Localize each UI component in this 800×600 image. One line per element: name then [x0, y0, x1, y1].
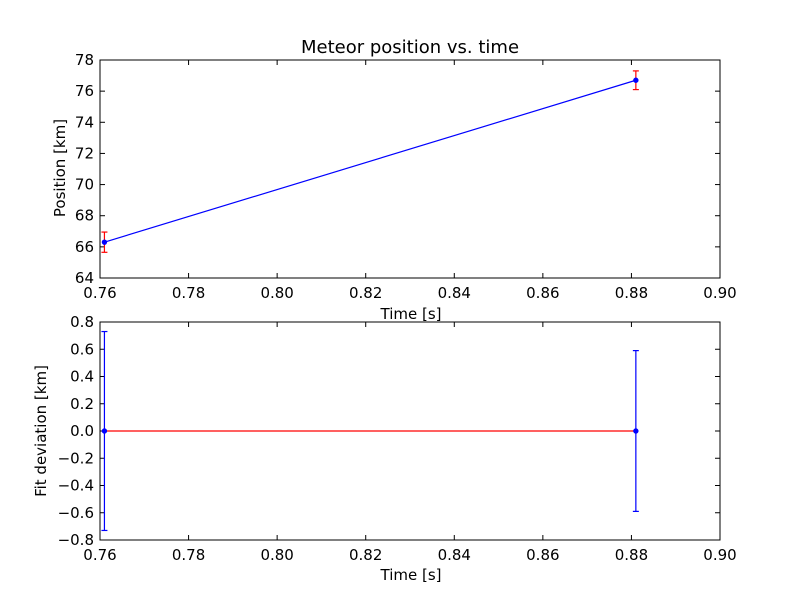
x-tick-label: 0.84 [438, 284, 471, 302]
plot-frame [99, 59, 721, 279]
y-tick-label: 76 [75, 82, 94, 100]
marks [101, 70, 639, 253]
y-tick-label: 78 [75, 51, 94, 69]
y-tick-label: 66 [75, 238, 94, 256]
y-tick-label: −0.2 [58, 449, 94, 467]
plot-frame [99, 321, 721, 541]
y-tick-label: 0.0 [70, 422, 94, 440]
y-tick-label: 72 [75, 144, 94, 162]
x-tick-label: 0.82 [349, 284, 382, 302]
x-tick-label: 0.88 [615, 284, 648, 302]
position-plot: Meteor position vs. time Time [s] Positi… [51, 37, 737, 323]
x-tick-label: 0.80 [260, 284, 293, 302]
data-point [101, 428, 108, 434]
x-axis-label: Time [s] [380, 305, 442, 323]
x-tick-label: 0.86 [526, 284, 559, 302]
fit-line [104, 79, 637, 243]
x-tick-label: 0.90 [703, 546, 736, 564]
y-tick-label: −0.8 [58, 531, 94, 549]
ticks: 0.76 0.78 0.80 0.82 0.84 0.86 0.88 0.90 64 66 68 70… [75, 51, 737, 302]
x-tick-label: 0.82 [349, 546, 382, 564]
data-point [633, 428, 639, 434]
x-tick-label: 0.88 [615, 546, 648, 564]
y-tick-label: 0.4 [70, 368, 94, 386]
y-tick-label: 68 [75, 207, 94, 225]
x-tick-label: 0.90 [703, 284, 736, 302]
x-tick-label: 0.86 [526, 546, 559, 564]
x-axis-label: Time [s] [380, 566, 442, 584]
y-tick-label: 64 [75, 269, 94, 287]
chart-title: Meteor position vs. time [301, 37, 519, 58]
x-tick-label: 0.78 [172, 284, 205, 302]
y-axis-label: Position [km] [51, 119, 69, 217]
y-tick-label: 0.6 [70, 340, 94, 358]
marks [101, 330, 639, 532]
x-tick-label: 0.78 [172, 546, 205, 564]
x-tick-label: 0.76 [83, 284, 116, 302]
y-tick-label: 74 [75, 113, 94, 131]
data-point [101, 239, 108, 245]
y-axis-label: Fit deviation [km] [32, 365, 50, 497]
y-tick-label: 0.8 [70, 313, 94, 331]
x-tick-label: 0.84 [438, 546, 471, 564]
deviation-plot: Time [s] Fit deviation [km] 0.76 0.78 0.80… [32, 313, 737, 584]
ticks: 0.76 0.78 0.80 0.82 0.84 0.86 0.88 0.90 −0.8 −0.6… [58, 313, 737, 564]
x-tick-label: 0.80 [260, 546, 293, 564]
y-tick-label: 70 [75, 176, 94, 194]
y-tick-label: −0.6 [58, 504, 94, 522]
data-point [633, 77, 639, 83]
y-tick-label: 0.2 [70, 395, 94, 413]
x-tick-label: 0.76 [83, 546, 116, 564]
y-tick-label: −0.4 [58, 477, 94, 495]
